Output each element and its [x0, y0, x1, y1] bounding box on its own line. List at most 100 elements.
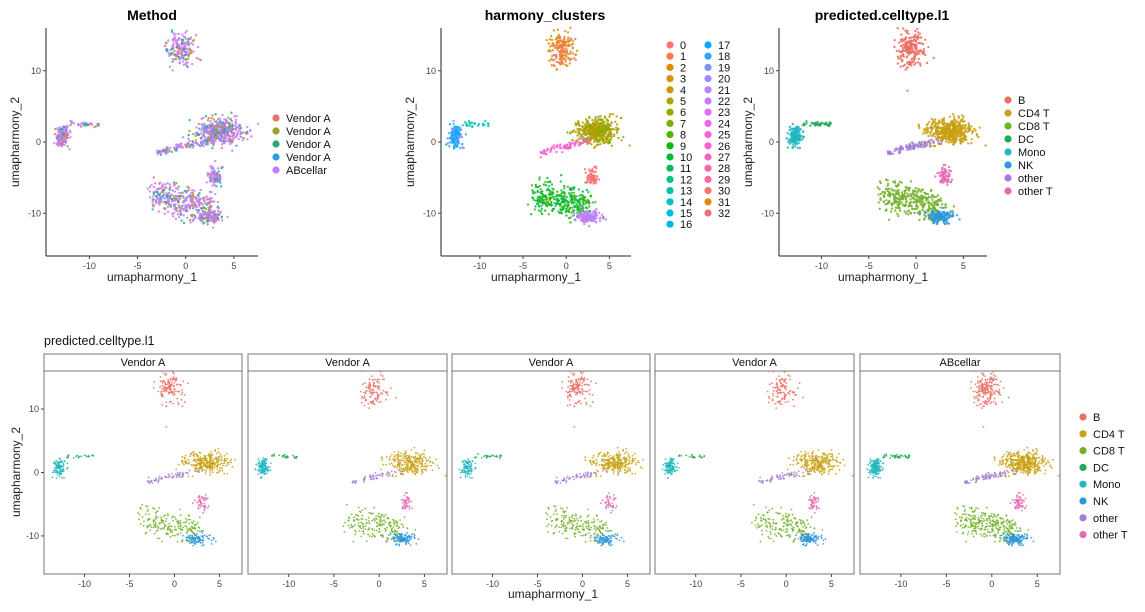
- data-point: [172, 181, 176, 184]
- data-point: [571, 52, 575, 55]
- data-point: [545, 39, 548, 42]
- data-point: [922, 205, 925, 208]
- data-point: [214, 133, 217, 137]
- chart-title: Method: [127, 7, 177, 23]
- data-point: [205, 181, 208, 184]
- data-point: [594, 135, 597, 138]
- data-point: [586, 177, 590, 181]
- data-point: [195, 199, 198, 203]
- data-point: [173, 49, 176, 53]
- data-point: [907, 213, 910, 216]
- data-point: [902, 27, 905, 30]
- data-point: [188, 129, 191, 133]
- data-point: [207, 139, 210, 142]
- legend-label: other T: [1018, 186, 1053, 198]
- data-point: [152, 192, 156, 195]
- data-point: [53, 142, 56, 145]
- data-point: [565, 209, 568, 212]
- data-point: [534, 199, 538, 202]
- data-point: [166, 205, 169, 209]
- data-point: [159, 151, 162, 154]
- y-tick-label: 0: [769, 137, 774, 147]
- data-point: [577, 188, 581, 191]
- data-point: [191, 522, 194, 525]
- data-point: [159, 153, 163, 156]
- data-point: [937, 139, 940, 143]
- legend-label: 6: [680, 107, 686, 119]
- data-point: [214, 216, 217, 219]
- data-point: [189, 221, 192, 224]
- data-point: [910, 201, 913, 204]
- data-point: [562, 207, 565, 211]
- data-point: [908, 48, 912, 51]
- data-point: [182, 43, 186, 46]
- y-tick-label: 10: [426, 66, 436, 76]
- data-point: [97, 124, 100, 128]
- data-point: [203, 125, 206, 128]
- data-point: [584, 139, 588, 143]
- data-point: [187, 529, 190, 532]
- data-point: [903, 63, 906, 67]
- data-point: [946, 213, 949, 216]
- data-point: [179, 527, 182, 529]
- data-point: [904, 200, 908, 204]
- data-point: [459, 147, 462, 150]
- data-point: [219, 210, 222, 214]
- data-point: [571, 46, 575, 50]
- data-point: [935, 222, 939, 226]
- data-point: [468, 124, 471, 127]
- data-point: [925, 211, 928, 214]
- data-point: [58, 140, 61, 144]
- data-point: [539, 156, 542, 159]
- data-point: [586, 181, 589, 184]
- data-point: [250, 135, 253, 138]
- data-point: [59, 144, 63, 147]
- data-point: [566, 185, 569, 188]
- legend-label: 32: [718, 208, 730, 220]
- legend-label: 12: [680, 174, 692, 186]
- data-point: [184, 62, 187, 66]
- data-point: [170, 52, 173, 55]
- data-point: [557, 35, 560, 39]
- data-point: [569, 188, 573, 192]
- data-point: [951, 213, 954, 216]
- data-point: [555, 68, 558, 71]
- data-point: [182, 201, 185, 204]
- data-point: [616, 129, 619, 133]
- data-point: [904, 195, 907, 198]
- data-point: [561, 40, 564, 44]
- data-point: [913, 57, 916, 60]
- data-point: [941, 206, 945, 210]
- data-point: [174, 473, 177, 476]
- data-point: [925, 141, 929, 144]
- data-point: [569, 194, 573, 197]
- data-point: [83, 454, 86, 457]
- data-point: [222, 131, 226, 135]
- data-point: [171, 69, 174, 72]
- data-point: [910, 43, 913, 46]
- data-point: [170, 212, 174, 216]
- data-point: [793, 130, 796, 133]
- data-point: [576, 134, 579, 137]
- data-point: [544, 152, 547, 156]
- data-point: [214, 180, 217, 184]
- data-point: [950, 178, 954, 181]
- data-point: [169, 528, 172, 531]
- y-tick-label: -10: [28, 208, 41, 218]
- data-point: [603, 127, 606, 130]
- data-point: [544, 180, 547, 184]
- data-point: [900, 181, 903, 184]
- data-point: [538, 176, 541, 179]
- data-point: [904, 41, 907, 44]
- data-point: [217, 206, 220, 210]
- data-point: [598, 219, 602, 223]
- data-point: [941, 166, 944, 169]
- data-point: [190, 191, 193, 195]
- data-point: [615, 123, 619, 126]
- data-point: [942, 119, 945, 122]
- data-point: [569, 50, 572, 53]
- data-point: [596, 214, 599, 217]
- data-point: [893, 149, 896, 152]
- x-tick-label: -10: [83, 261, 96, 271]
